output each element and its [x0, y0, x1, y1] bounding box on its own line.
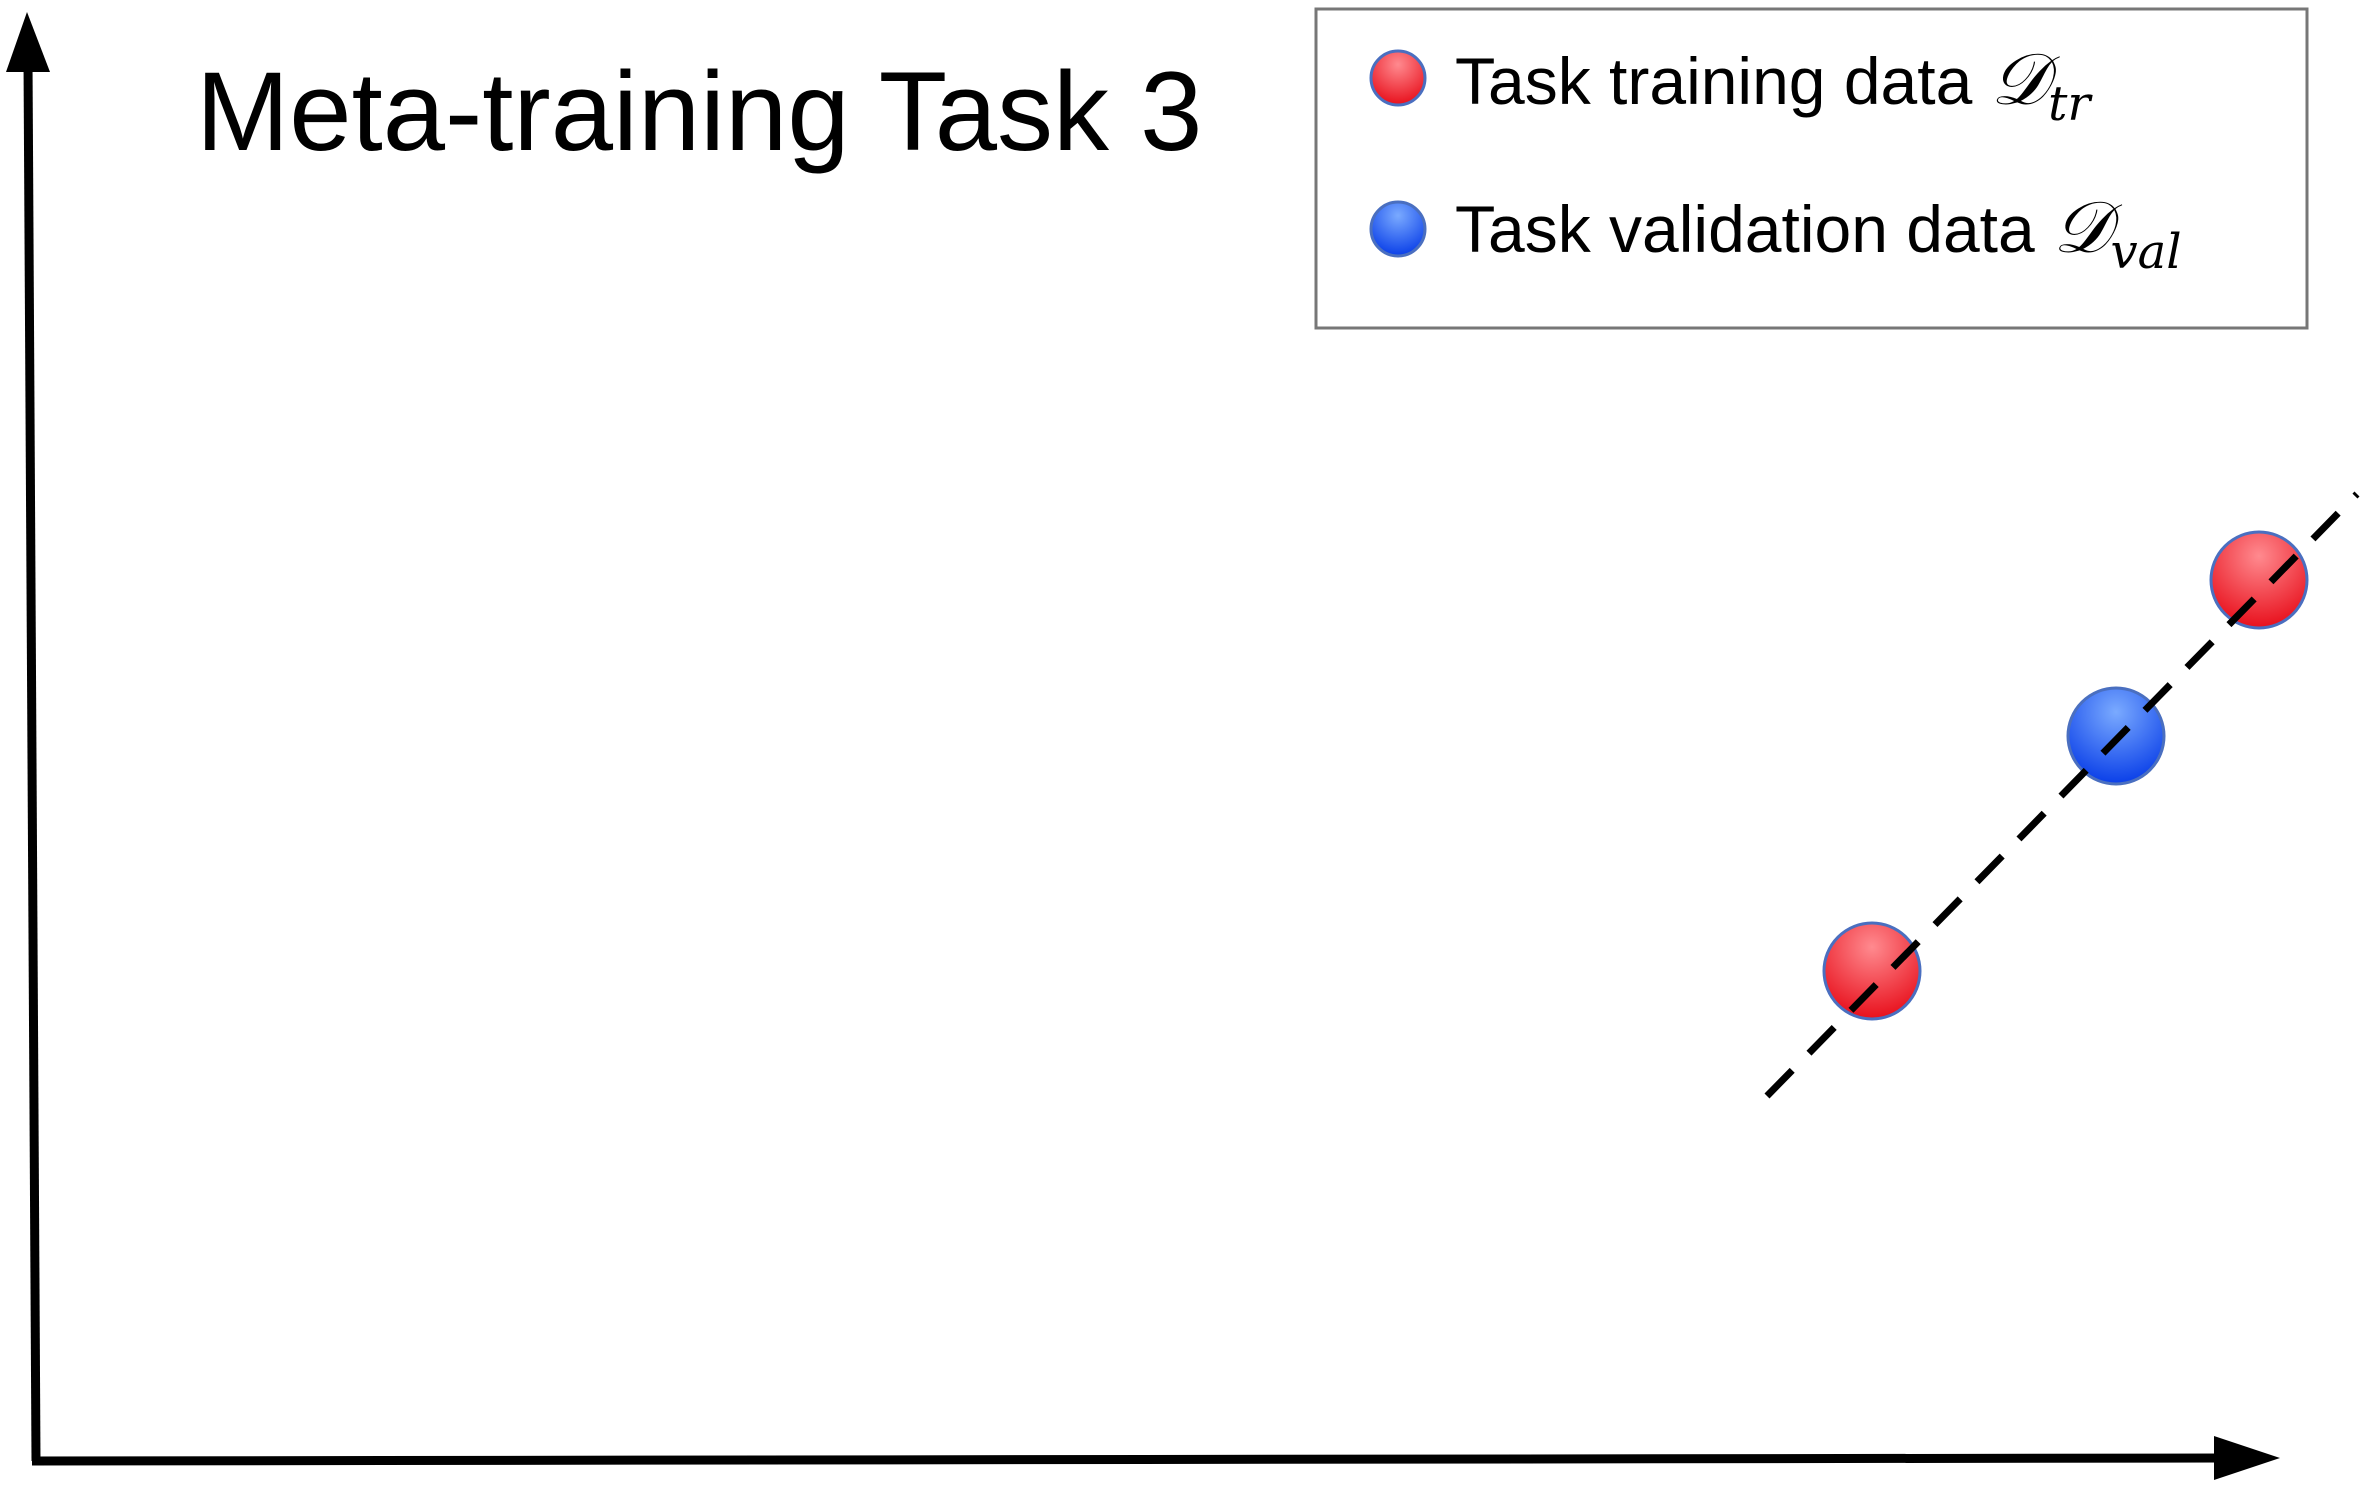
math-subscript: val — [2111, 224, 2182, 280]
x-axis-arrow — [2214, 1436, 2280, 1480]
y-axis-arrow — [6, 12, 50, 72]
legend-label: Task training data — [1455, 44, 1973, 118]
fit-line — [1764, 491, 2360, 1099]
training-point — [1822, 921, 1922, 1021]
legend-entry: Task validation data 𝒟val — [1455, 185, 2182, 280]
legend-label: Task validation data — [1455, 192, 2035, 266]
title: Meta-training Task 3 — [196, 49, 1202, 174]
legend-entry: Task training data 𝒟tr — [1455, 37, 2093, 132]
x-axis — [31, 1453, 2226, 1466]
math-subscript: tr — [2048, 76, 2093, 132]
legend-marker — [1369, 200, 1427, 258]
legend-marker — [1369, 49, 1427, 107]
training-point — [2209, 530, 2309, 630]
y-axis — [23, 59, 41, 1462]
legend-box — [1314, 7, 2309, 330]
